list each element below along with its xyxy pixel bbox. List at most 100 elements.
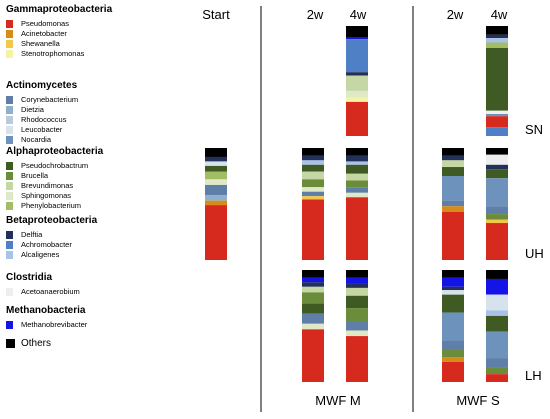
legend-group-betaproteobacteria: Betaproteobacteria: [6, 215, 98, 226]
bar-segment-lh-mwf-m-4w-sphingomonas: [346, 330, 368, 337]
legend-swatch: [6, 241, 13, 249]
bar-segment-lh-mwf-m-2w-pseudochrobactrum: [302, 303, 324, 314]
legend-swatch: [6, 202, 13, 210]
column-label-mwf-m-2w: 2w: [306, 7, 324, 22]
bar-segment-lh-mwf-m-4w-methanobrevibacter: [346, 277, 368, 284]
bar-segment-uh-mwf-m-4w-alcaligenes: [346, 161, 368, 165]
bar-segment-lh-mwf-s-2w-others: [442, 270, 464, 278]
bar-segment-lh-mwf-s-2w-pseudochrobactrum: [442, 294, 464, 313]
bar-segment-uh-mwf-m-2w-pseudochrobactrum: [302, 164, 324, 172]
legend-swatch: [6, 192, 13, 200]
bar-segment-uh-mwf-s-4w-shewanella: [486, 219, 508, 224]
bar-segment-sn-mwf-m-4w-sphingomonas: [346, 90, 368, 98]
bar-segment-uh-start-leucobacter: [205, 161, 227, 166]
bar-segment-sn-mwf-s-4w-phenylobacterium: [486, 42, 508, 48]
legend-label: Methanobrevibacter: [21, 320, 88, 329]
column-label-mwf-m-4w: 4w: [349, 7, 367, 22]
bar-segment-lh-mwf-s-4w-nocardia: [486, 331, 508, 359]
bar-segment-lh-mwf-s-2w-corynebacterium: [442, 340, 464, 350]
legend-label: Brevundimonas: [21, 181, 74, 190]
bar-segment-lh-mwf-m-2w-sphingomonas: [302, 323, 324, 330]
legend-swatch: [6, 96, 13, 104]
legend-swatch: [6, 231, 13, 239]
bar-segment-uh-mwf-s-2w-pseudochrobactrum: [442, 167, 464, 176]
bar-segment-uh-mwf-s-2w-delftia: [442, 155, 464, 161]
bar-segment-lh-mwf-s-2w-acinetobacter: [442, 357, 464, 362]
bar-segment-uh-start-others: [205, 148, 227, 157]
bar-segment-lh-mwf-s-2w-nocardia: [442, 312, 464, 341]
bar-segment-uh-mwf-m-4w-pseudochrobactrum: [346, 164, 368, 174]
legend-swatch: [6, 40, 13, 48]
legend-label: Others: [21, 338, 52, 349]
bar-segment-lh-mwf-s-4w-brucella: [486, 367, 508, 375]
bar-segment-uh-mwf-s-4w-others: [486, 148, 508, 155]
column-label-mwf-s-4w: 4w: [490, 7, 508, 22]
bar-segment-lh-mwf-s-2w-pseudomonas: [442, 361, 464, 382]
legend-label: Brucella: [21, 171, 49, 180]
bar-segment-uh-mwf-s-4w-acetoanaerobium: [486, 154, 508, 165]
bar-segment-uh-mwf-s-4w-nocardia: [486, 178, 508, 207]
bar-segment-lh-mwf-s-4w-pseudochrobactrum: [486, 315, 508, 332]
legend-label: Alcaligenes: [21, 250, 60, 259]
legend-label: Corynebacterium: [21, 95, 79, 104]
bar-segment-sn-mwf-s-4w-achromobacter: [486, 127, 508, 136]
legend-label: Shewanella: [21, 39, 60, 48]
legend-label: Nocardia: [21, 135, 52, 144]
bar-segment-lh-mwf-m-2w-others: [302, 270, 324, 278]
bar-segment-lh-mwf-m-2w-brucella: [302, 292, 324, 304]
bar-segment-uh-mwf-m-4w-pseudomonas: [346, 197, 368, 260]
bar-segment-lh-mwf-m-4w-pseudochrobactrum: [346, 295, 368, 309]
legend-swatch: [6, 126, 13, 134]
bar-segment-uh-mwf-m-2w-brucella: [302, 179, 324, 188]
bar-segment-uh-mwf-s-4w-delftia: [486, 164, 508, 170]
legend-label: Dietzia: [21, 105, 44, 114]
legend-label: Stenotrophomonas: [21, 49, 85, 58]
bar-segment-uh-start-pseudochrobactrum: [205, 165, 227, 172]
bar-segment-sn-mwf-s-4w-delftia: [486, 34, 508, 39]
bar-segment-uh-mwf-s-2w-corynebacterium: [442, 200, 464, 207]
bar-segment-uh-mwf-m-2w-shewanella: [302, 196, 324, 200]
legend-label: Delftia: [21, 230, 43, 239]
legend-swatch: [6, 20, 13, 28]
bar-segment-lh-mwf-s-2w-methanobrevibacter: [442, 277, 464, 287]
bars-layer: [205, 26, 508, 382]
bar-segment-sn-mwf-m-4w-pseudomonas: [346, 101, 368, 136]
legend-group-alphaproteobacteria: Alphaproteobacteria: [6, 146, 104, 157]
bar-segment-uh-mwf-m-4w-corynebacterium: [346, 187, 368, 193]
legend-swatch: [6, 321, 13, 329]
bar-segment-uh-mwf-s-2w-nocardia: [442, 176, 464, 201]
bar-segment-sn-mwf-s-4w-nocardia: [486, 114, 508, 117]
bar-segment-sn-mwf-m-4w-achromobacter: [346, 39, 368, 73]
bar-segment-lh-mwf-m-4w-pseudomonas: [346, 336, 368, 382]
bar-segment-uh-mwf-m-2w-brevundimonas: [302, 171, 324, 180]
legend: Gammaproteobacteria Pseudomonas Acinetobac…: [0, 0, 180, 419]
legend-label: Sphingomonas: [21, 191, 72, 200]
bar-segment-sn-mwf-s-4w-alcaligenes: [486, 38, 508, 43]
legend-swatch: [6, 251, 13, 259]
legend-swatch: [6, 172, 13, 180]
bar-segment-sn-mwf-s-4w-others: [486, 26, 508, 35]
bar-segment-sn-mwf-m-4w-delftia: [346, 72, 368, 76]
bar-segment-uh-mwf-m-4w-brevundimonas: [346, 173, 368, 181]
bar-segment-uh-start-pseudomonas: [205, 205, 227, 260]
bar-segment-uh-start-corynebacterium: [205, 184, 227, 196]
column-label-mwf-s-2w: 2w: [446, 7, 464, 22]
bar-segment-lh-mwf-s-4w-corynebacterium: [486, 358, 508, 368]
bar-segment-sn-mwf-m-4w-brevundimonas: [346, 75, 368, 91]
bar-segment-lh-mwf-s-2w-brucella: [442, 349, 464, 358]
bar-segment-uh-mwf-s-2w-brevundimonas: [442, 160, 464, 168]
bar-segment-uh-mwf-m-4w-sphingomonas: [346, 192, 368, 198]
bar-segment-uh-start-sphingomonas: [205, 179, 227, 185]
bar-segment-uh-mwf-m-2w-pseudomonas: [302, 199, 324, 260]
bar-segment-uh-start-phenylobacterium: [205, 171, 227, 180]
bar-segment-lh-mwf-m-4w-delftia: [346, 283, 368, 288]
group-label-mwf-m: MWF M: [315, 393, 361, 408]
bar-segment-lh-mwf-m-2w-corynebacterium: [302, 313, 324, 324]
row-label-sn: SN: [525, 122, 544, 137]
legend-swatch: [6, 30, 13, 38]
row-label-uh: UH: [525, 246, 544, 261]
bar-segment-lh-mwf-m-4w-brevundimonas: [346, 287, 368, 296]
legend-label: Acinetobacter: [21, 29, 67, 38]
bar-segment-uh-mwf-s-2w-pseudomonas: [442, 211, 464, 260]
legend-swatch: [6, 116, 13, 124]
